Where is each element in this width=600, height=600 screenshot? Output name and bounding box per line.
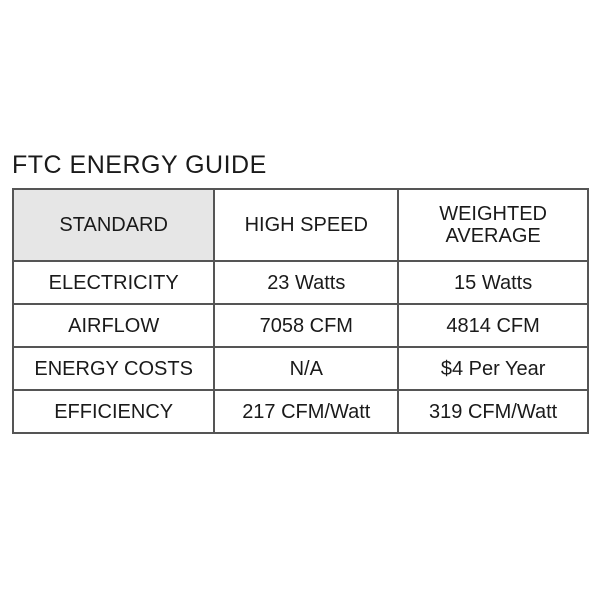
cell-weighted-average: 4814 CFM <box>397 303 589 348</box>
row-label: ELECTRICITY <box>11 260 216 305</box>
table-header-row: STANDARD HIGH SPEED WEIGHTED AVERAGE <box>11 188 589 262</box>
cell-weighted-average: 15 Watts <box>397 260 589 305</box>
table-row: AIRFLOW 7058 CFM 4814 CFM <box>11 303 589 348</box>
row-label: EFFICIENCY <box>11 389 216 434</box>
cell-high-speed: 217 CFM/Watt <box>213 389 400 434</box>
cell-high-speed: 23 Watts <box>213 260 400 305</box>
row-label: AIRFLOW <box>11 303 216 348</box>
cell-high-speed: 7058 CFM <box>213 303 400 348</box>
table-row: EFFICIENCY 217 CFM/Watt 319 CFM/Watt <box>11 389 589 434</box>
header-weighted-average: WEIGHTED AVERAGE <box>397 188 589 262</box>
table-row: ENERGY COSTS N/A $4 Per Year <box>11 346 589 391</box>
row-label: ENERGY COSTS <box>11 346 216 391</box>
table-row: ELECTRICITY 23 Watts 15 Watts <box>11 260 589 305</box>
cell-weighted-average: $4 Per Year <box>397 346 589 391</box>
page-title: FTC ENERGY GUIDE <box>12 151 267 179</box>
cell-high-speed: N/A <box>213 346 400 391</box>
energy-guide-table: STANDARD HIGH SPEED WEIGHTED AVERAGE ELE… <box>11 188 589 434</box>
header-standard: STANDARD <box>11 188 216 262</box>
header-high-speed: HIGH SPEED <box>213 188 400 262</box>
cell-weighted-average: 319 CFM/Watt <box>397 389 589 434</box>
